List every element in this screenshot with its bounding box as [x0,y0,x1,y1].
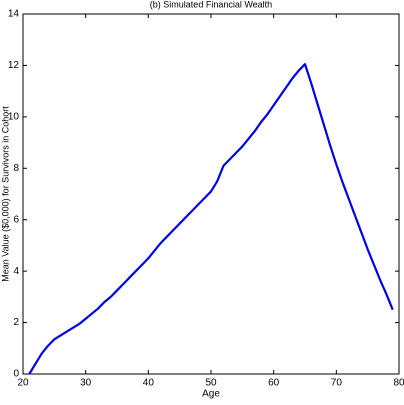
line [28,63,394,375]
y-tick-label: 6 [13,214,19,225]
y-tick-label: 10 [8,111,20,122]
x-tick-label: 60 [268,378,280,389]
plot-frame [22,13,400,375]
y-tick-label: 2 [13,317,19,328]
y-tick-label: 0 [13,369,19,380]
x-tick-label: 50 [205,378,217,389]
x-tick-label: 30 [80,378,92,389]
y-tick-label: 14 [8,9,20,20]
x-tick-label: 80 [393,378,404,389]
y-tick-label: 12 [8,60,20,71]
x-tick-label: 20 [17,378,29,389]
chart-title: (b) Simulated Financial Wealth [150,0,272,9]
x-tick-label: 40 [143,378,155,389]
y-axis-label: Mean Value ($0,000) for Survivors in Coh… [0,106,10,282]
x-axis-label: Age [202,389,220,400]
y-tick-label: 8 [13,163,19,174]
y-tick-label: 4 [13,266,19,277]
x-tick-label: 70 [331,378,343,389]
